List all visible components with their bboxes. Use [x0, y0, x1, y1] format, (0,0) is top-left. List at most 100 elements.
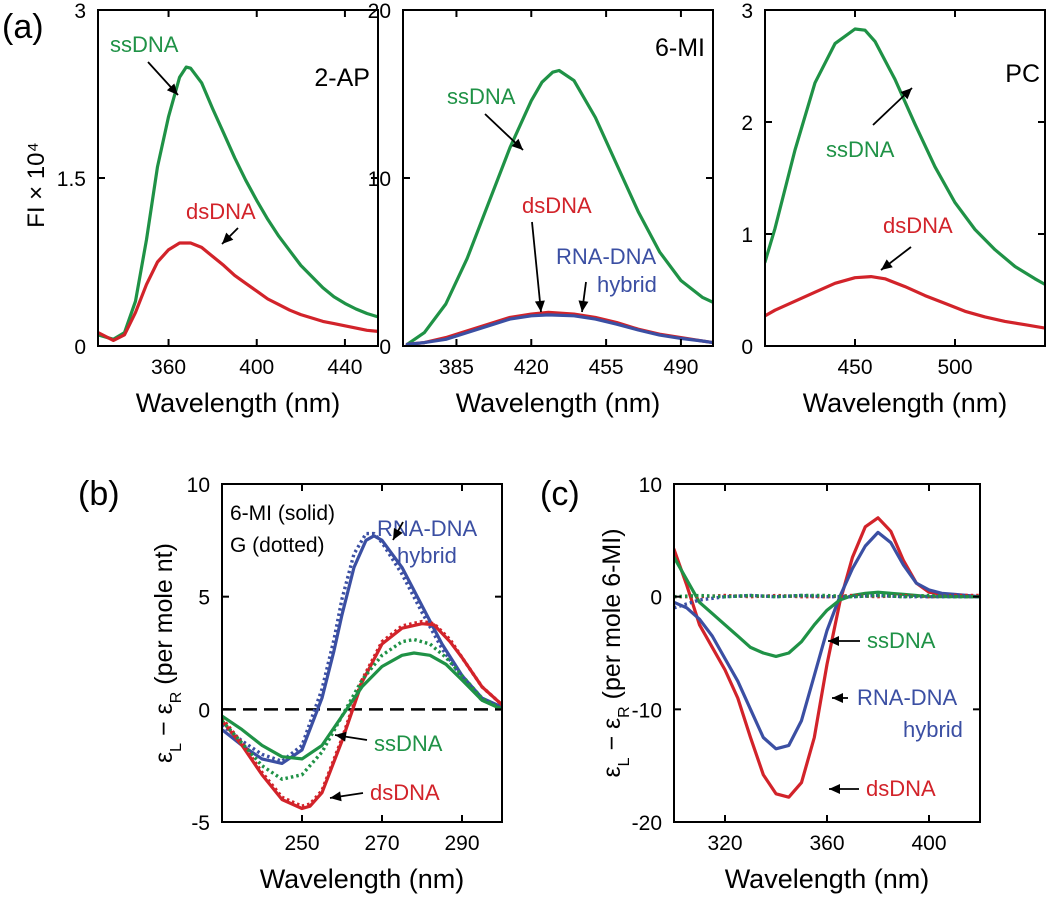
- annotation-dsdna: dsDNA: [866, 776, 936, 801]
- plots-layer: 360 400 440 0 1.5 3 Wavelength (nm) 2-AP ssDNA ds…: [57, 0, 1046, 894]
- annotation-rna-dna: RNA-DNA: [377, 516, 478, 541]
- y-tick-label: 3: [74, 0, 86, 23]
- panel-label-a: (a): [2, 8, 44, 46]
- annotation-arrow: [531, 221, 542, 313]
- series-c-baseline-hybrid-dotted: [674, 593, 980, 610]
- series-layer-a2: [405, 68, 713, 346]
- legend-text-1: G (dotted): [230, 534, 325, 557]
- y-tick-label: 5: [198, 587, 210, 610]
- annotation-ssdna: ssDNA: [867, 628, 936, 653]
- x-tick-label: 400: [911, 832, 946, 855]
- y-tick-label: 0: [74, 336, 86, 359]
- chart-title-a2: 6-MI: [655, 34, 705, 62]
- annotation-arrowhead: [393, 527, 403, 540]
- annotation-rna-dna: RNA-DNA: [556, 244, 657, 269]
- x-tick-label: 450: [837, 356, 872, 379]
- chart-c: 320 360 400 -20 -10 0 10 Wavelength (nm) εL − εR…: [598, 474, 981, 894]
- annotation-arrowhead: [335, 731, 347, 742]
- annotation-arrowhead: [881, 259, 893, 270]
- y-tick-label: -20: [632, 812, 662, 835]
- series-b-ssdna-g: [222, 637, 502, 781]
- panel-label-c: (c): [540, 475, 580, 513]
- x-tick-label: 490: [663, 356, 698, 379]
- annotation-arrowhead: [222, 232, 234, 244]
- annotation-ssdna: ssDNA: [447, 84, 516, 109]
- series-c-rna-dna-hybrid: [674, 530, 980, 751]
- a1-ylabel: FI × 10⁴: [23, 142, 50, 228]
- series-c-dsdna: [674, 516, 980, 799]
- x-tick-label: 270: [364, 832, 399, 855]
- x-axis-label-a3: Wavelength (nm): [803, 388, 1008, 418]
- y-axis-label-c: εL − εR (per mole 6-MI): [598, 528, 633, 777]
- x-tick-label: 385: [439, 356, 474, 379]
- series-layer-a3: [765, 27, 1045, 330]
- x-tick-label: 360: [151, 356, 186, 379]
- annotation-hybrid: hybrid: [397, 543, 457, 568]
- plot-frame-b: [221, 483, 503, 823]
- annotation-arrowhead: [900, 88, 912, 100]
- y-tick-label: 0: [741, 336, 753, 359]
- series-b-rna-dna-hybrid-6-mi: [222, 534, 502, 766]
- x-tick-label: 250: [284, 832, 319, 855]
- y-tick-label: 1.5: [57, 168, 86, 191]
- annotation-ssdna: ssDNA: [110, 32, 179, 57]
- annotation-arrowhead: [330, 791, 342, 802]
- series-b-rna-dna-hybrid-g: [222, 531, 502, 763]
- y-tick-label: 10: [639, 474, 662, 497]
- plot-frame-a1: [97, 9, 379, 347]
- series-b-dsdna-6-mi: [222, 622, 502, 811]
- x-tick-label: 440: [327, 356, 362, 379]
- y-tick-label: 10: [368, 168, 391, 191]
- x-axis-label-b: Wavelength (nm): [260, 864, 465, 894]
- series-layer-c: [674, 516, 980, 799]
- series-a2-rna-dna-hybrid: [405, 313, 713, 346]
- annotation-arrowhead: [832, 693, 843, 703]
- series-a3-ssdna: [765, 27, 1045, 286]
- y-tick-label: 0: [650, 587, 662, 610]
- x-tick-label: 400: [239, 356, 274, 379]
- series-layer-a1: [98, 65, 378, 342]
- series-layer-b: [222, 531, 502, 811]
- chart-a1: 360 400 440 0 1.5 3 Wavelength (nm) 2-AP ssDNA ds…: [57, 0, 379, 418]
- y-tick-label: -5: [191, 812, 210, 835]
- annotation-dsdna: dsDNA: [370, 780, 440, 805]
- annotation-arrowhead: [534, 300, 545, 312]
- y-tick-label: 0: [379, 336, 391, 359]
- series-b-ssdna-6-mi: [222, 651, 502, 761]
- series-a1-dsdna: [98, 241, 378, 342]
- y-tick-label: -10: [632, 699, 662, 722]
- x-tick-label: 320: [707, 832, 742, 855]
- plot-frame-a3: [764, 9, 1046, 347]
- y-axis-label-b: εL − εR (per mole nt): [150, 543, 185, 763]
- annotation-dsdna: dsDNA: [186, 199, 256, 224]
- annotation-arrowhead: [511, 138, 523, 150]
- plot-frame-c: [673, 483, 981, 823]
- annotation-hybrid: hybrid: [903, 717, 963, 742]
- chart-title-a3: PC: [1005, 60, 1040, 88]
- x-tick-label: 360: [809, 832, 844, 855]
- y-tick-label: 2: [741, 112, 753, 135]
- x-axis-label-c: Wavelength (nm): [725, 864, 930, 894]
- series-b-dsdna-g: [222, 619, 502, 808]
- series-a1-ssdna: [98, 65, 378, 341]
- y-tick-label: 3: [741, 0, 753, 23]
- y-tick-label: 10: [187, 474, 210, 497]
- x-tick-label: 290: [444, 832, 479, 855]
- x-tick-label: 420: [514, 356, 549, 379]
- annotation-hybrid: hybrid: [597, 272, 657, 297]
- annotation-arrowhead: [829, 784, 840, 794]
- annotation-ssdna: ssDNA: [826, 137, 895, 162]
- annotation-dsdna: dsDNA: [522, 193, 592, 218]
- chart-a3: 450 500 0 1 2 3 Wavelength (nm) PC ssDNA dsDNA: [741, 0, 1046, 418]
- chart-a2: 385 420 455 490 0 10 20 Wavelength (nm) 6-MI ssDN…: [368, 0, 714, 418]
- y-tick-label: 20: [368, 0, 391, 23]
- chart-title-a1: 2-AP: [314, 64, 370, 92]
- panel-label-b: (b): [78, 475, 120, 513]
- x-tick-label: 500: [937, 356, 972, 379]
- annotation-arrowhead: [166, 83, 178, 95]
- chart-b: 250 270 290 -5 0 5 10 Wavelength (nm) εL − εR (p…: [150, 474, 503, 894]
- y-tick-label: 1: [741, 224, 753, 247]
- x-axis-label-a1: Wavelength (nm): [136, 388, 341, 418]
